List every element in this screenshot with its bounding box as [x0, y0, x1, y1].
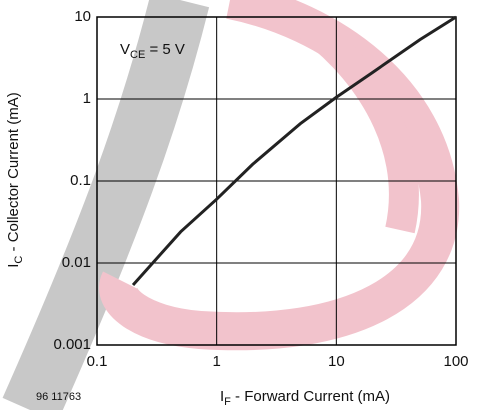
x-label-symbol: I	[220, 388, 224, 405]
x-tick-label: 0.1	[87, 353, 108, 370]
x-tick-label: 1	[212, 353, 220, 370]
x-label-subscript: F	[224, 396, 231, 408]
y-tick-label: 1	[83, 90, 91, 107]
y-label-subscript: C	[13, 256, 25, 264]
annotation: VCE = 5 V	[120, 41, 185, 61]
y-tick-label: 10	[74, 8, 91, 25]
y-label-text: - Collector Current (mA)	[5, 92, 22, 255]
watermark	[2, 0, 460, 410]
plot-frame	[96, 16, 457, 346]
x-axis-label: IF - Forward Current (mA)	[220, 388, 390, 408]
y-tick-label: 0.1	[70, 172, 91, 189]
annotation-text: = 5 V	[145, 41, 185, 58]
x-label-text: - Forward Current (mA)	[231, 388, 390, 405]
y-tick-label: 0.01	[62, 254, 91, 271]
x-tick-label: 100	[443, 353, 468, 370]
annotation-symbol: V	[120, 41, 130, 58]
annotation-subscript: CE	[130, 49, 145, 61]
footnote: 96 11763	[36, 391, 81, 403]
line-series	[131, 15, 457, 286]
y-label-symbol: I	[5, 264, 22, 268]
y-axis-label: IC - Collector Current (mA)	[5, 92, 25, 267]
y-tick-label: 0.001	[53, 336, 91, 353]
x-tick-label: 10	[328, 353, 345, 370]
